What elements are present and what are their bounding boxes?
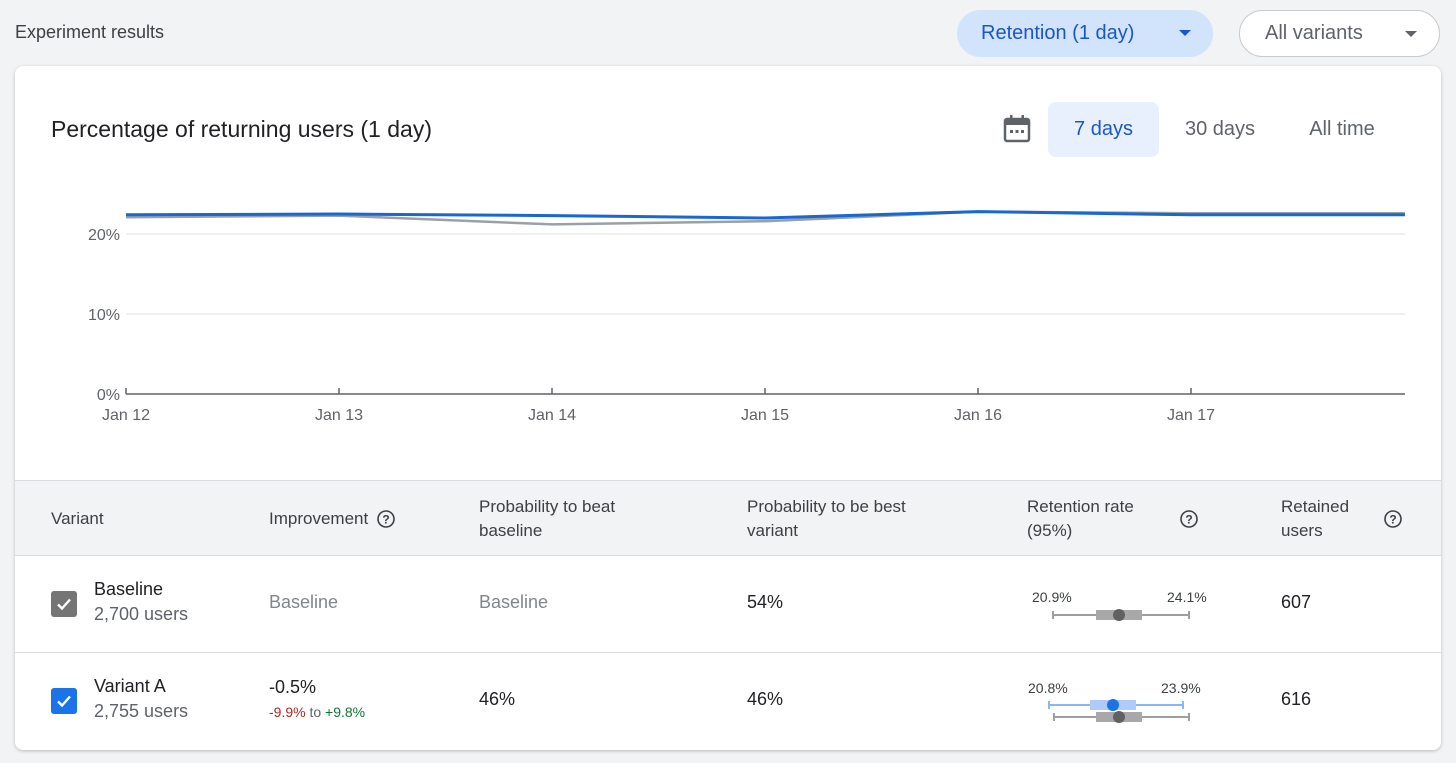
checkmark-icon: [57, 695, 71, 708]
variant-name-cell: Variant A 2,755 users: [94, 676, 188, 722]
baseline-checkbox[interactable]: [51, 591, 77, 617]
help-icon[interactable]: ?: [1179, 509, 1199, 529]
improvement-range: -9.9% to +9.8%: [269, 704, 365, 720]
header-prob-beat-line2: baseline: [479, 521, 543, 540]
prob-best-value: 54%: [747, 592, 784, 612]
svg-text:?: ?: [1389, 513, 1396, 527]
prob-best-value: 46%: [747, 689, 784, 709]
help-icon[interactable]: ?: [376, 509, 396, 529]
range-7-days-button[interactable]: 7 days: [1048, 102, 1159, 157]
chart-title: Percentage of returning users (1 day): [51, 116, 432, 142]
header-retention-rate: Retention rate (95%): [1027, 495, 1134, 543]
variant-a-series-line: [125, 210, 1405, 220]
variant-filter-label: All variants: [1265, 22, 1363, 44]
variant-name: Baseline: [94, 579, 164, 599]
table-row: Variant A 2,755 users -0.5% -9.9% to +9.…: [15, 653, 1441, 750]
header-prob-best-line2: variant: [747, 521, 799, 540]
svg-text:?: ?: [383, 513, 390, 527]
results-card: Percentage of returning users (1 day) 7 …: [15, 66, 1441, 750]
header-retained-line1: Retained: [1281, 497, 1350, 516]
header-retained-users: Retained users: [1281, 495, 1349, 543]
header-improvement: Improvement ?: [269, 507, 396, 531]
y-tick-label: 0%: [97, 387, 120, 404]
header-retention-line1: Retention rate: [1027, 497, 1134, 516]
baseline-series-line: [125, 210, 1405, 226]
x-tick-label: Jan 13: [315, 407, 363, 424]
x-tick-label: Jan 14: [528, 407, 576, 424]
variant-name-cell: Baseline 2,700 users: [94, 579, 188, 625]
x-tick-label: Jan 17: [1167, 407, 1215, 424]
improvement-value: Baseline: [269, 592, 339, 612]
retention-ci-bar: [1048, 699, 1190, 723]
improvement-range-to: to: [309, 704, 322, 720]
retention-line-chart: 0% 10% 20% Jan 12 Jan 13 Jan 14 Jan 15 Jan 16 Ja…: [88, 210, 1405, 424]
header-prob-beat: Probability to beat baseline: [479, 495, 615, 543]
metric-dropdown-label: Retention (1 day): [981, 22, 1135, 44]
retention-ci-bar: [1052, 609, 1190, 621]
ci-high-label: 23.9%: [1161, 680, 1201, 696]
retained-users-value: 616: [1281, 689, 1312, 709]
ci-low-label: 20.9%: [1032, 589, 1072, 605]
table-header: Variant Improvement ? Probability to bea…: [15, 480, 1441, 556]
header-improvement-label: Improvement: [269, 509, 369, 528]
variant-users: 2,755 users: [94, 701, 189, 721]
page-title: Experiment results: [15, 22, 165, 42]
variant-name: Variant A: [94, 676, 166, 696]
x-tick-label: Jan 16: [954, 407, 1002, 424]
table-row: Baseline 2,700 users Baseline Baseline 5…: [15, 556, 1441, 653]
header-prob-best-line1: Probability to be best: [747, 497, 906, 516]
improvement-cell: -0.5% -9.9% to +9.8%: [269, 677, 365, 720]
improvement-value: -0.5%: [269, 677, 317, 697]
x-tick-label: Jan 12: [102, 407, 150, 424]
header-prob-beat-line1: Probability to beat: [479, 497, 616, 516]
metric-dropdown[interactable]: Retention (1 day): [957, 10, 1213, 57]
chevron-down-icon: [1405, 31, 1417, 37]
svg-text:?: ?: [1185, 513, 1192, 527]
prob-beat-value: 46%: [479, 689, 516, 709]
y-tick-label: 20%: [88, 227, 120, 244]
ci-high-label: 24.1%: [1167, 589, 1207, 605]
ci-low-label: 20.8%: [1028, 680, 1068, 696]
prob-beat-value: Baseline: [479, 592, 549, 612]
variant-a-checkbox[interactable]: [51, 688, 77, 714]
variant-users: 2,700 users: [94, 604, 189, 624]
help-icon[interactable]: ?: [1383, 509, 1403, 529]
improvement-range-high: +9.8%: [325, 704, 366, 720]
header-prob-best: Probability to be best variant: [747, 495, 906, 543]
calendar-icon[interactable]: [1002, 114, 1032, 144]
range-30-days-button[interactable]: 30 days: [1184, 118, 1256, 140]
header-retention-line2: (95%): [1027, 521, 1073, 540]
x-tick-label: Jan 15: [741, 407, 789, 424]
variant-filter-dropdown[interactable]: All variants: [1239, 10, 1440, 57]
improvement-range-low: -9.9%: [269, 704, 306, 720]
header-retained-line2: users: [1281, 521, 1323, 540]
retained-users-value: 607: [1281, 592, 1312, 612]
chevron-down-icon: [1179, 30, 1191, 36]
header-variant: Variant: [51, 509, 104, 528]
checkmark-icon: [57, 598, 71, 611]
y-tick-label: 10%: [88, 307, 120, 324]
range-all-time-button[interactable]: All time: [1309, 118, 1375, 140]
